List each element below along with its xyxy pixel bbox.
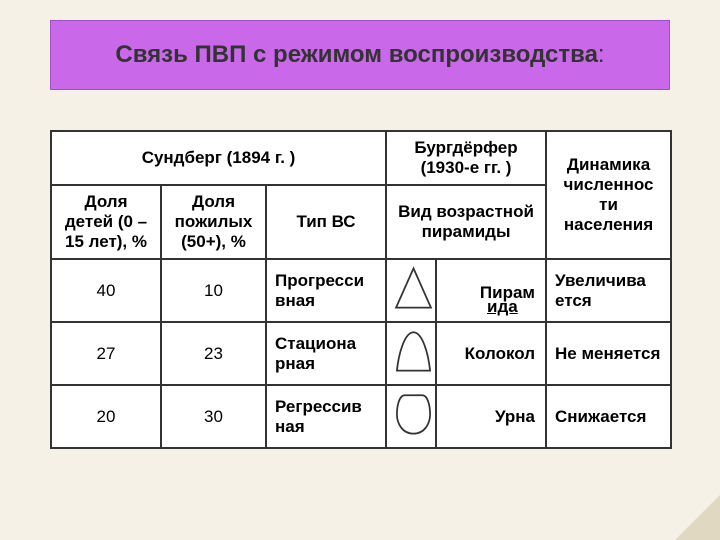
title-tail: : bbox=[598, 41, 605, 68]
header-children: Доля детей (0 – 15 лет), % bbox=[51, 185, 161, 259]
urn-icon bbox=[391, 390, 436, 438]
title-bar: Связь ПВП с режимом воспроизводства: bbox=[50, 20, 670, 90]
title-text: Связь ПВП с режимом воспроизводства: bbox=[115, 41, 604, 69]
cell-pyramid-label: Урна bbox=[436, 385, 546, 448]
cell-dynamics: Снижается bbox=[546, 385, 671, 448]
header-burgdorfer: Бургдёрфер (1930-е гг. ) bbox=[386, 131, 546, 185]
header-elderly: Доля пожилых (50+), % bbox=[161, 185, 266, 259]
page-corner-fold bbox=[675, 495, 720, 540]
cell-elderly: 10 bbox=[161, 259, 266, 322]
data-table: Сундберг (1894 г. ) Бургдёрфер (1930-е г… bbox=[50, 130, 670, 449]
cell-type: Стациона рная bbox=[266, 322, 386, 385]
bell-icon bbox=[391, 327, 436, 375]
cell-elderly: 23 bbox=[161, 322, 266, 385]
data-row-2: 20 30 Регрессив ная Урна Снижается bbox=[51, 385, 671, 448]
cell-children: 40 bbox=[51, 259, 161, 322]
label-pyramid-frag: ида bbox=[487, 297, 518, 317]
cell-type: Прогресси вная bbox=[266, 259, 386, 322]
header-pyramid-kind: Вид возрастной пирамиды bbox=[386, 185, 546, 259]
shape-cell bbox=[386, 259, 436, 322]
cell-pyramid-label: Пирам ида bbox=[436, 259, 546, 322]
cell-children: 27 bbox=[51, 322, 161, 385]
cell-dynamics: Не меняется bbox=[546, 322, 671, 385]
cell-children: 20 bbox=[51, 385, 161, 448]
header-dynamics: Динамика численнос ти населения bbox=[546, 131, 671, 259]
header-sundberg: Сундберг (1894 г. ) bbox=[51, 131, 386, 185]
cell-pyramid-label: Колокол bbox=[436, 322, 546, 385]
header-type: Тип ВС bbox=[266, 185, 386, 259]
data-row-1: 27 23 Стациона рная Колокол Не меняется bbox=[51, 322, 671, 385]
cell-dynamics: Увеличива ется bbox=[546, 259, 671, 322]
cell-elderly: 30 bbox=[161, 385, 266, 448]
pyramid-icon bbox=[391, 264, 436, 312]
cell-type: Регрессив ная bbox=[266, 385, 386, 448]
header-row-1: Сундберг (1894 г. ) Бургдёрфер (1930-е г… bbox=[51, 131, 671, 185]
data-row-0: 40 10 Прогресси вная Пирам ида Увеличива… bbox=[51, 259, 671, 322]
shape-cell bbox=[386, 385, 436, 448]
title-bold: Связь ПВП с режимом воспроизводства bbox=[115, 41, 598, 68]
shape-cell bbox=[386, 322, 436, 385]
